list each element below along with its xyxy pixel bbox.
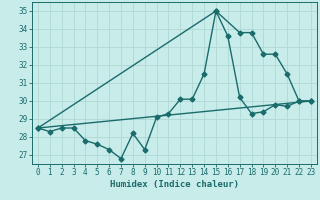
X-axis label: Humidex (Indice chaleur): Humidex (Indice chaleur) [110, 180, 239, 189]
